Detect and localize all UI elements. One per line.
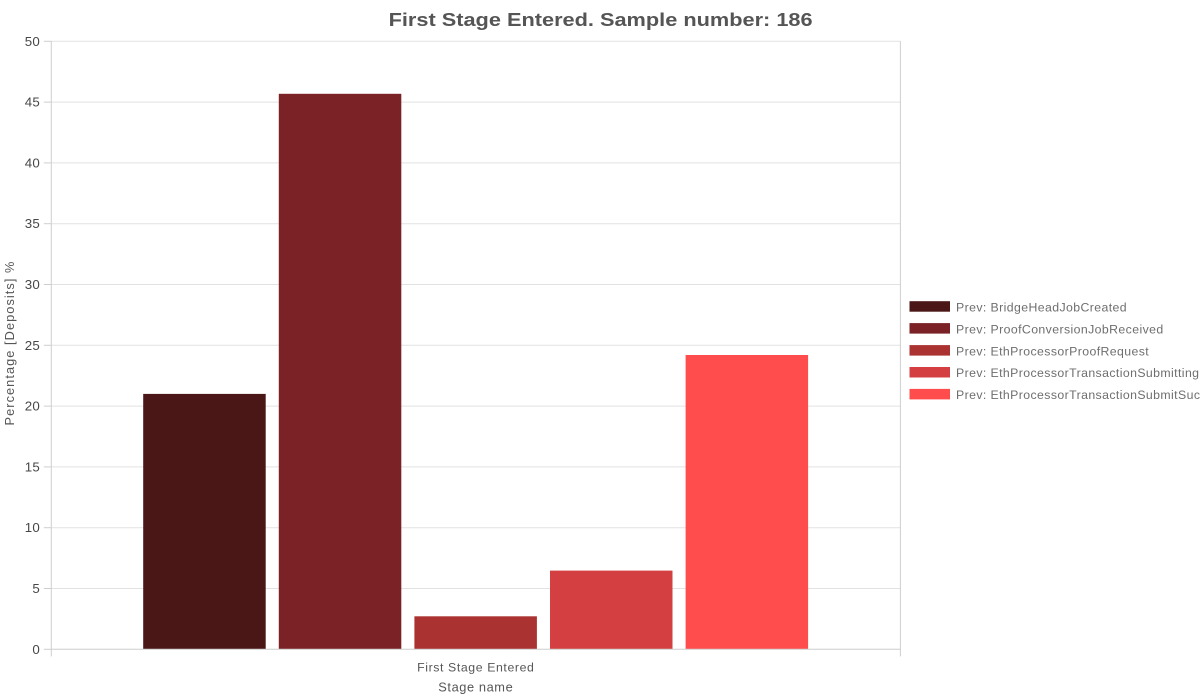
svg-text:30: 30	[25, 277, 40, 292]
svg-text:Percentage [Deposits] %: Percentage [Deposits] %	[2, 261, 17, 426]
svg-text:First Stage Entered: First Stage Entered	[417, 661, 534, 675]
svg-text:Prev: ProofConversionJobReceiv: Prev: ProofConversionJobReceived	[956, 322, 1164, 336]
svg-text:20: 20	[25, 399, 40, 414]
svg-text:0: 0	[32, 642, 40, 657]
svg-text:5: 5	[32, 581, 40, 596]
svg-text:First Stage Entered. Sample nu: First Stage Entered. Sample number: 186	[389, 10, 813, 30]
svg-text:50: 50	[25, 34, 40, 49]
svg-text:35: 35	[25, 216, 40, 231]
svg-text:Prev: EthProcessorProofRequest: Prev: EthProcessorProofRequest	[956, 344, 1149, 358]
svg-text:45: 45	[25, 95, 40, 110]
svg-text:Prev: BridgeHeadJobCreated: Prev: BridgeHeadJobCreated	[956, 300, 1127, 314]
svg-text:Prev: EthProcessorTransactionS: Prev: EthProcessorTransactionSubmitting	[956, 366, 1199, 380]
svg-text:Stage name: Stage name	[438, 680, 513, 695]
svg-text:Prev: EthProcessorTransactionS: Prev: EthProcessorTransactionSubmitSucce…	[956, 388, 1200, 402]
svg-text:25: 25	[25, 338, 40, 353]
svg-text:10: 10	[25, 520, 40, 535]
svg-text:40: 40	[25, 155, 40, 170]
svg-text:15: 15	[25, 459, 40, 474]
